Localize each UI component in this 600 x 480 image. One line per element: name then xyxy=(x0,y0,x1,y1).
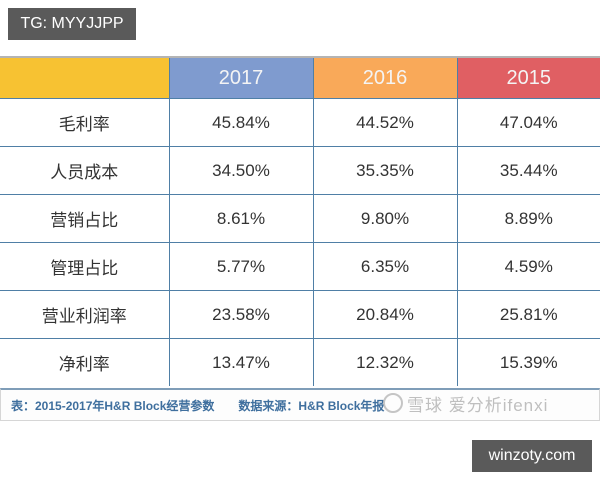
cell-2017: 8.61% xyxy=(168,194,313,243)
table-row-operating-margin: 营业利润率 23.58% 20.84% 25.81% xyxy=(0,290,600,339)
row-label: 净利率 xyxy=(0,338,169,386)
cell-2015: 47.04% xyxy=(456,98,600,147)
cell-2016: 12.32% xyxy=(312,338,457,386)
table-row-admin-ratio: 管理占比 5.77% 6.35% 4.59% xyxy=(0,242,600,291)
site-badge: winzoty.com xyxy=(472,440,592,472)
cell-2017: 5.77% xyxy=(168,242,313,291)
cell-2017: 34.50% xyxy=(168,146,313,195)
row-label: 营业利润率 xyxy=(0,290,169,339)
cell-2016: 6.35% xyxy=(312,242,457,291)
cell-2015: 8.89% xyxy=(456,194,600,243)
table-row-personnel-cost: 人员成本 34.50% 35.35% 35.44% xyxy=(0,146,600,195)
caption-title: 表：2015-2017年H&R Block经营参数 xyxy=(11,398,215,413)
caption-source: 数据来源：H&R Block年报 xyxy=(238,398,385,413)
row-label: 管理占比 xyxy=(0,242,169,291)
cell-2017: 13.47% xyxy=(168,338,313,386)
table-caption: 表：2015-2017年H&R Block经营参数 数据来源：H&R Block… xyxy=(0,388,600,421)
table-row-net-margin: 净利率 13.47% 12.32% 15.39% xyxy=(0,338,600,386)
cell-2017: 23.58% xyxy=(168,290,313,339)
cell-2016: 9.80% xyxy=(312,194,457,243)
header-corner xyxy=(0,58,169,99)
table-row-gross-margin: 毛利率 45.84% 44.52% 47.04% xyxy=(0,98,600,147)
cell-2016: 20.84% xyxy=(312,290,457,339)
cell-2015: 4.59% xyxy=(456,242,600,291)
table-header-row: 2017 2016 2015 xyxy=(0,58,600,99)
row-label: 人员成本 xyxy=(0,146,169,195)
data-table-container: 2017 2016 2015 毛利率 45.84% 44.52% 47.04% … xyxy=(0,56,600,422)
cell-2015: 15.39% xyxy=(456,338,600,386)
cell-2015: 25.81% xyxy=(456,290,600,339)
header-2017: 2017 xyxy=(168,58,313,99)
cell-2015: 35.44% xyxy=(456,146,600,195)
header-2016: 2016 xyxy=(312,58,457,99)
telegram-badge: TG: MYYJJPP xyxy=(8,8,136,40)
cell-2016: 44.52% xyxy=(312,98,457,147)
table-row-marketing-ratio: 营销占比 8.61% 9.80% 8.89% xyxy=(0,194,600,243)
row-label: 毛利率 xyxy=(0,98,169,147)
header-2015: 2015 xyxy=(456,58,600,99)
cell-2017: 45.84% xyxy=(168,98,313,147)
hr-block-metrics-table: 2017 2016 2015 毛利率 45.84% 44.52% 47.04% … xyxy=(0,58,600,386)
row-label: 营销占比 xyxy=(0,194,169,243)
cell-2016: 35.35% xyxy=(312,146,457,195)
